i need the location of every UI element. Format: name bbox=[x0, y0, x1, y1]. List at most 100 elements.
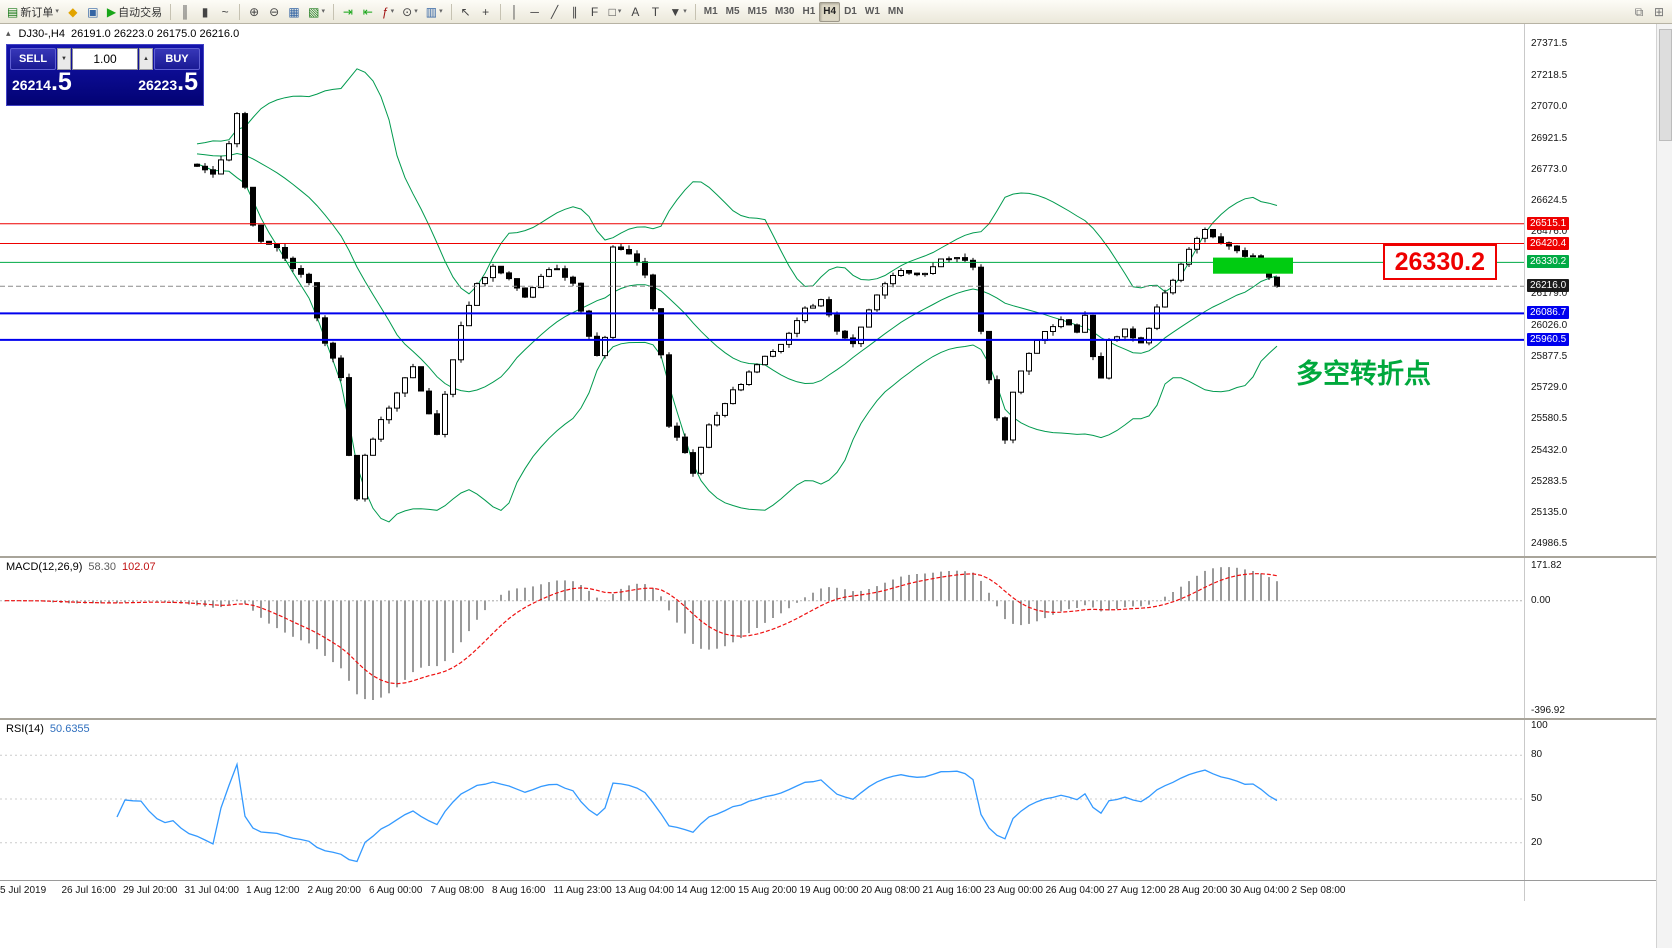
time-axis-label: 20 Aug 08:00 bbox=[861, 885, 920, 896]
one-click-panel-toggle-icon[interactable]: ▴ bbox=[6, 28, 11, 38]
text-button[interactable]: A bbox=[625, 2, 645, 22]
equidistant-channel-button[interactable]: ∥ bbox=[565, 2, 585, 22]
vertical-line-icon: │ bbox=[510, 4, 519, 19]
toolbar-separator bbox=[239, 3, 241, 20]
crosshair-button[interactable]: + bbox=[476, 2, 496, 22]
candlestick-chart-icon: ▮ bbox=[201, 4, 209, 19]
dropdown-caret-icon: ▾ bbox=[390, 8, 395, 15]
window-restore-button[interactable]: ⧉ bbox=[1629, 2, 1649, 22]
auto-scroll-icon: ⇥ bbox=[342, 4, 353, 19]
text-label-button[interactable]: T bbox=[645, 2, 665, 22]
price-axis[interactable]: 27371.5 27218.5 27070.0 26921.5 26773.0 26624… bbox=[1524, 0, 1656, 948]
new-chart-icon: ▧ bbox=[308, 4, 320, 19]
volume-input[interactable] bbox=[72, 48, 138, 70]
time-axis-label: 26 Jul 16:00 bbox=[61, 885, 117, 896]
bar-chart-button[interactable]: ║ bbox=[175, 2, 195, 22]
dropdown-caret-icon: ▾ bbox=[617, 8, 622, 15]
volume-increase-button[interactable]: ▲ bbox=[139, 48, 153, 70]
macd-scale-min: -396.92 bbox=[1531, 705, 1565, 716]
price-axis-label: 25729.0 bbox=[1531, 382, 1568, 394]
shapes-button[interactable]: □ ▾ bbox=[605, 2, 626, 22]
price-axis-label: 26026.0 bbox=[1531, 320, 1568, 332]
time-axis-label: 2 Aug 20:00 bbox=[307, 885, 361, 896]
crosshair-icon: + bbox=[482, 4, 490, 19]
pivot-annotation-text[interactable]: 多空转折点 bbox=[1296, 358, 1431, 390]
rsi-indicator-canvas[interactable] bbox=[0, 720, 1524, 880]
zoom-in-button[interactable]: ⊕ bbox=[244, 2, 264, 22]
timeframe-m1-button[interactable]: M1 bbox=[700, 2, 722, 22]
rsi-value: 50.6355 bbox=[49, 723, 90, 735]
timeframe-h4-button[interactable]: H4 bbox=[819, 1, 841, 22]
shapes-icon: □ bbox=[608, 4, 616, 19]
vertical-scrollbar[interactable] bbox=[1656, 24, 1672, 948]
panel-splitter[interactable] bbox=[0, 556, 1656, 558]
price-axis-label: 26921.5 bbox=[1531, 132, 1568, 144]
arrows-button[interactable]: ▼ ▾ bbox=[665, 2, 690, 22]
periods-icon: ⊙ bbox=[402, 4, 413, 19]
new-chart-button[interactable]: ▧ ▾ bbox=[304, 2, 329, 22]
timeframe-mn-button[interactable]: MN bbox=[884, 2, 908, 22]
autotrading-button[interactable]: ▶ 自动交易 bbox=[103, 2, 166, 22]
text-label-icon: T bbox=[651, 4, 660, 19]
timeframe-w1-button[interactable]: W1 bbox=[861, 2, 884, 22]
tile-windows-icon: ▦ bbox=[288, 4, 300, 19]
trade-panel-controls: SELL ▼ ▲ BUY bbox=[10, 48, 200, 70]
mql5-community-button[interactable]: ◆ bbox=[63, 2, 83, 22]
price-axis-label: 27070.0 bbox=[1531, 101, 1568, 113]
toolbar-right-icons: ⧉ ⊞ bbox=[1629, 2, 1669, 22]
time-axis-label: 1 Aug 12:00 bbox=[246, 885, 300, 896]
volume-decrease-button[interactable]: ▼ bbox=[57, 48, 71, 70]
time-axis-label: 13 Aug 04:00 bbox=[615, 885, 674, 896]
timeframe-d1-button[interactable]: D1 bbox=[840, 2, 861, 22]
time-axis-label: 6 Aug 00:00 bbox=[369, 885, 423, 896]
profiles-button[interactable]: ▣ bbox=[83, 2, 103, 22]
macd-indicator-canvas[interactable] bbox=[0, 558, 1524, 718]
timeframe-h1-button[interactable]: H1 bbox=[798, 2, 819, 22]
dropdown-caret-icon: ▾ bbox=[439, 8, 443, 15]
periods-button[interactable]: ⊙ ▾ bbox=[398, 2, 422, 22]
window-new-button[interactable]: ⊞ bbox=[1649, 2, 1669, 22]
chart-shift-icon: ⇤ bbox=[362, 4, 373, 19]
time-axis-label: 21 Aug 16:00 bbox=[922, 885, 982, 896]
fibonacci-button[interactable]: F bbox=[585, 2, 605, 22]
auto-scroll-button[interactable]: ⇥ bbox=[338, 2, 358, 22]
timeframe-m30-button[interactable]: M30 bbox=[771, 2, 798, 22]
autotrading-icon: ▶ bbox=[106, 4, 117, 19]
ohlc-values: 26191.0 26223.0 26175.0 26216.0 bbox=[71, 28, 240, 40]
time-axis-label: 23 Aug 00:00 bbox=[984, 885, 1043, 896]
toolbar-separator bbox=[332, 3, 334, 20]
arrows-icon: ▼ bbox=[669, 4, 682, 19]
vertical-line-button[interactable]: │ bbox=[505, 2, 525, 22]
templates-icon: ▥ bbox=[425, 4, 438, 19]
indicators-button[interactable]: ƒ ▾ bbox=[378, 2, 398, 22]
buy-button[interactable]: BUY bbox=[154, 48, 200, 70]
resistance-line-1-badge: 26515.1 bbox=[1527, 216, 1570, 230]
sell-button[interactable]: SELL bbox=[10, 48, 56, 70]
timeframe-m15-button[interactable]: M15 bbox=[744, 2, 771, 22]
bid-price: 26214.5 bbox=[12, 68, 72, 96]
indicators-icon: ƒ bbox=[381, 4, 389, 19]
panel-splitter[interactable] bbox=[0, 880, 1656, 881]
timeframe-m5-button[interactable]: M5 bbox=[722, 2, 744, 22]
time-axis[interactable]: 5 Jul 2019 26 Jul 16:00 29 Jul 20:00 31 Jul… bbox=[0, 881, 1524, 901]
new-order-button[interactable]: ▤ 新订单 ▾ bbox=[3, 2, 63, 22]
price-axis-label: 27218.5 bbox=[1531, 70, 1568, 82]
zoom-out-button[interactable]: ⊖ bbox=[264, 2, 284, 22]
horizontal-line-button[interactable]: ─ bbox=[525, 2, 545, 22]
trendline-button[interactable]: ╱ bbox=[545, 2, 565, 22]
templates-button[interactable]: ▥ ▾ bbox=[422, 2, 447, 22]
scrollbar-thumb[interactable] bbox=[1659, 29, 1672, 141]
cursor-button[interactable]: ↖ bbox=[456, 2, 476, 22]
chart-shift-button[interactable]: ⇤ bbox=[358, 2, 378, 22]
pivot-price-label[interactable]: 26330.2 bbox=[1382, 244, 1497, 281]
price-axis-label: 27371.5 bbox=[1531, 38, 1568, 50]
panel-splitter[interactable] bbox=[0, 718, 1656, 720]
main-chart-canvas[interactable] bbox=[0, 24, 1524, 556]
price-axis-label: 26476.0 bbox=[1531, 225, 1568, 237]
tile-windows-button[interactable]: ▦ bbox=[284, 2, 304, 22]
line-chart-button[interactable]: ~ bbox=[215, 2, 235, 22]
mql5-community-icon: ◆ bbox=[68, 4, 78, 19]
rsi-title: RSI(14) 50.6355 bbox=[6, 723, 90, 735]
macd-scale-zero: 0.00 bbox=[1531, 594, 1551, 606]
candlestick-chart-button[interactable]: ▮ bbox=[195, 2, 215, 22]
